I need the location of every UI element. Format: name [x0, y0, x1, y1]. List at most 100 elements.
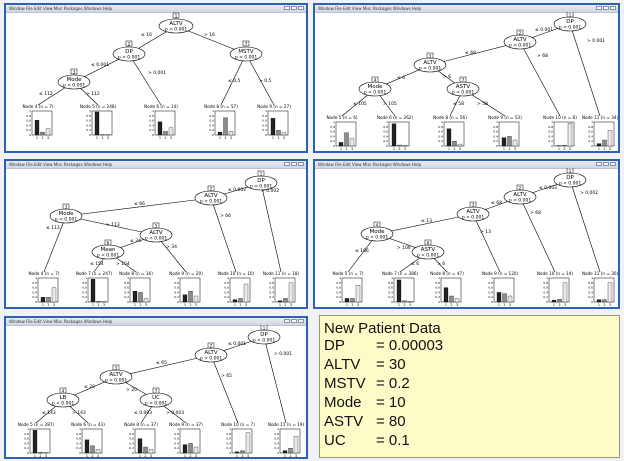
edge-label: ≤ 68 — [465, 50, 476, 56]
y-tick-label: 0.6 — [269, 286, 274, 290]
close-button[interactable] — [298, 6, 304, 10]
leaf-bar — [232, 299, 238, 303]
y-tick-label: 1 — [339, 276, 341, 280]
leaf-label: Node 4 (n = 7) — [28, 271, 59, 276]
tree-window-4[interactable]: Window File Edit View Misc Packages Wind… — [313, 159, 620, 309]
x-tick-label: 2 — [47, 303, 49, 307]
leaf-label: Node 4 (n = 7) — [22, 104, 53, 109]
window-menu-text[interactable]: Window File Edit View Misc Packages Wind… — [318, 6, 422, 11]
x-tick-label: 3 — [459, 147, 461, 151]
y-tick-label: 0.8 — [548, 125, 553, 129]
tree-window-5[interactable]: Window File Edit View Misc Packages Wind… — [4, 316, 308, 459]
window-menu-text[interactable]: Window File Edit View Misc Packages Wind… — [318, 162, 422, 167]
close-button[interactable] — [610, 6, 616, 10]
window-menubar[interactable]: Window File Edit View Misc Packages Wind… — [6, 318, 306, 326]
x-tick-label: 3 — [295, 454, 297, 457]
maximize-button[interactable] — [291, 6, 297, 10]
y-tick-label: 0.2 — [174, 295, 179, 299]
y-tick-label: 0.2 — [274, 446, 279, 450]
edge-label: > 143 — [72, 410, 86, 416]
leaf-bar — [32, 430, 38, 454]
edge-label: > 68 — [537, 53, 548, 59]
svg-text:3: 3 — [73, 69, 76, 74]
maximize-button[interactable] — [291, 162, 297, 166]
edge-labels: ≤ 0.002 > 0.002 ≤ 66 > 66 ≤ 113 > 113 ≤ … — [46, 187, 279, 267]
window-menubar[interactable]: Window File Edit View Misc Packages Wind… — [315, 161, 618, 169]
minimize-button[interactable] — [284, 162, 290, 166]
close-button[interactable] — [298, 319, 304, 323]
leaf-label: Node 11 (n = 30) — [582, 271, 618, 276]
x-tick-label: 1 — [36, 136, 38, 140]
leaf-label: Node 7 (n = 247) — [76, 271, 113, 276]
window-menubar[interactable]: Window File Edit View Misc Packages Wind… — [315, 5, 618, 13]
svg-text:2: 2 — [519, 30, 522, 35]
y-tick-label: 0 — [386, 144, 388, 148]
x-tick-label: 2 — [558, 303, 560, 307]
y-tick-label: 0.6 — [336, 286, 341, 290]
leaf-bar — [344, 132, 349, 147]
leaf-bar — [137, 438, 143, 454]
y-tick-label: 0.2 — [488, 295, 493, 299]
y-tick-label: 1 — [591, 120, 593, 124]
minimize-button[interactable] — [284, 6, 290, 10]
minimize-button[interactable] — [596, 6, 602, 10]
edge-label: > 0.001 — [148, 70, 166, 76]
maximize-button[interactable] — [291, 319, 297, 323]
svg-text:p < 0.001: p < 0.001 — [145, 401, 168, 407]
y-tick-label: 0.8 — [24, 432, 29, 436]
tree-window-2[interactable]: Window File Edit View Misc Packages Wind… — [313, 3, 620, 153]
svg-text:p < 0.001: p < 0.001 — [200, 199, 223, 205]
y-tick-label: 0.8 — [543, 281, 548, 285]
maximize-button[interactable] — [603, 162, 609, 166]
x-tick-label: 1 — [34, 454, 36, 457]
leaf-bar — [148, 449, 154, 454]
leaf-bar — [402, 145, 408, 147]
leaf-bar — [240, 450, 245, 454]
x-tick-label: 1 — [553, 303, 555, 307]
leaf-node: Node 4 (n = 7)10.80.60.40.201 2 3 — [28, 271, 59, 307]
y-tick-label: 0 — [551, 144, 553, 148]
y-tick-label: 1 — [177, 276, 179, 280]
minimize-button[interactable] — [596, 162, 602, 166]
y-tick-label: 0.2 — [226, 446, 231, 450]
window-menubar[interactable]: Window File Edit View Misc Packages Wind… — [6, 5, 306, 13]
patient-row: MSTV = 0.2 — [324, 375, 410, 392]
y-tick-label: 0.6 — [82, 286, 87, 290]
window-menu-text[interactable]: Window File Edit View Misc Packages Wind… — [9, 6, 113, 11]
svg-text:p < 0.001: p < 0.001 — [235, 55, 258, 61]
close-button[interactable] — [610, 162, 616, 166]
leaf-bar — [34, 119, 40, 136]
x-tick-label: 2 — [603, 147, 605, 151]
window-menubar[interactable]: Window File Edit View Misc Packages Wind… — [6, 161, 306, 169]
leaf-bar — [407, 301, 413, 303]
svg-text:DP: DP — [257, 178, 265, 184]
leaf-node: Node 10 (n = 8)10.80.60.40.201 2 3 — [543, 115, 577, 151]
tree-window-3[interactable]: Window File Edit View Misc Packages Wind… — [4, 159, 308, 309]
leaf-bar — [40, 297, 46, 303]
y-tick-label: 0.2 — [224, 295, 229, 299]
leaf-label: Node 10 (n = 7) — [221, 422, 255, 427]
x-tick-label: 3 — [245, 303, 247, 307]
maximize-button[interactable] — [603, 6, 609, 10]
y-tick-label: 0.4 — [174, 290, 179, 294]
tree-window-1[interactable]: Window File Edit View Misc Packages Wind… — [4, 3, 308, 153]
x-tick-label: 1 — [598, 147, 600, 151]
leaf-bar — [396, 279, 402, 303]
svg-text:3: 3 — [115, 365, 118, 370]
leaf-bar — [507, 136, 512, 147]
y-tick-label: 0.2 — [435, 295, 440, 299]
window-menu-text[interactable]: Window File Edit View Misc Packages Wind… — [9, 162, 113, 167]
window-menu-text[interactable]: Window File Edit View Misc Packages Wind… — [9, 319, 113, 324]
y-tick-label: 0.2 — [262, 128, 267, 132]
y-tick-label: 1 — [438, 276, 440, 280]
x-tick-label: 3 — [609, 147, 611, 151]
leaf-label: Node 8 (n = 56) — [433, 115, 467, 120]
y-tick-label: 1 — [277, 427, 279, 431]
y-tick-label: 1 — [272, 276, 274, 280]
x-tick-label: 3 — [509, 303, 511, 307]
edge-label: ≤ 106 — [355, 248, 369, 254]
minimize-button[interactable] — [284, 319, 290, 323]
edge-label: > 16 — [204, 32, 215, 38]
svg-text:p < 0.001: p < 0.001 — [250, 184, 273, 190]
close-button[interactable] — [298, 162, 304, 166]
